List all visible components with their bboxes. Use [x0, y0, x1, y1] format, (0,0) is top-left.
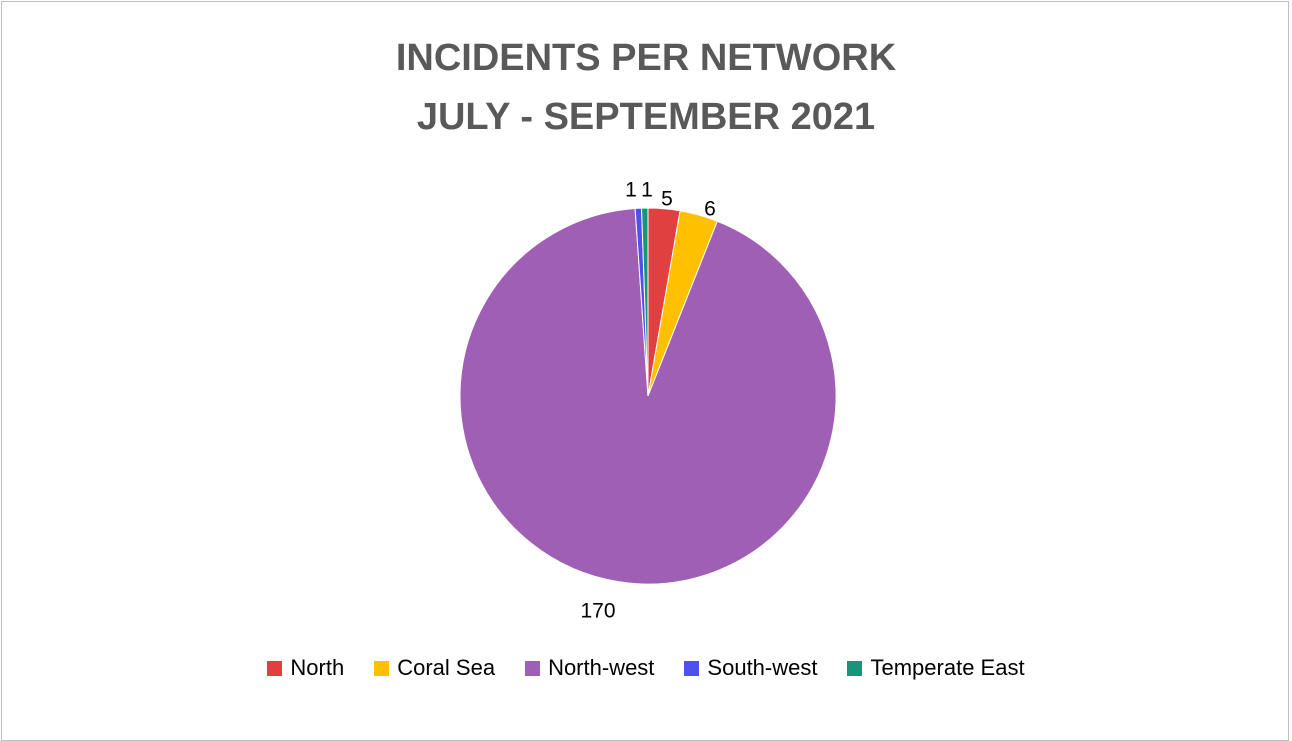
chart-title-line-2: JULY - SEPTEMBER 2021: [416, 96, 876, 138]
data-label-coral-sea: 6: [704, 198, 716, 221]
legend-swatch-north-west: [525, 660, 541, 676]
legend-swatch-south-west: [684, 660, 700, 676]
legend-item-coral-sea: Coral Sea: [374, 655, 495, 681]
legend-label-temperate-east: Temperate East: [870, 655, 1025, 680]
chart-legend: North Coral Sea North-west South-west Temper…: [0, 655, 1292, 681]
legend-swatch-coral-sea: [374, 660, 390, 676]
legend-label-north: North: [290, 655, 345, 680]
legend-item-south-west: South-west: [684, 655, 817, 681]
data-label-temperate-east: 1: [641, 179, 653, 202]
legend-swatch-north: [267, 660, 283, 676]
legend-item-temperate-east: Temperate East: [847, 655, 1025, 681]
legend-item-north-west: North-west: [525, 655, 654, 681]
data-label-north: 5: [661, 188, 673, 211]
data-label-south-west: 1: [625, 179, 637, 202]
legend-label-coral-sea: Coral Sea: [397, 655, 496, 680]
chart-title-line-1: INCIDENTS PER NETWORK: [395, 37, 897, 79]
pie-chart: 5 6 170 1 1: [459, 179, 837, 623]
pie-slice-north-west: [459, 207, 837, 585]
legend-label-south-west: South-west: [707, 655, 818, 680]
legend-swatch-temperate-east: [847, 660, 863, 676]
legend-label-north-west: North-west: [548, 655, 655, 680]
data-label-north-west: 170: [580, 600, 615, 623]
legend-item-north: North: [267, 655, 344, 681]
pie-slice-temperate-east: [641, 207, 649, 397]
